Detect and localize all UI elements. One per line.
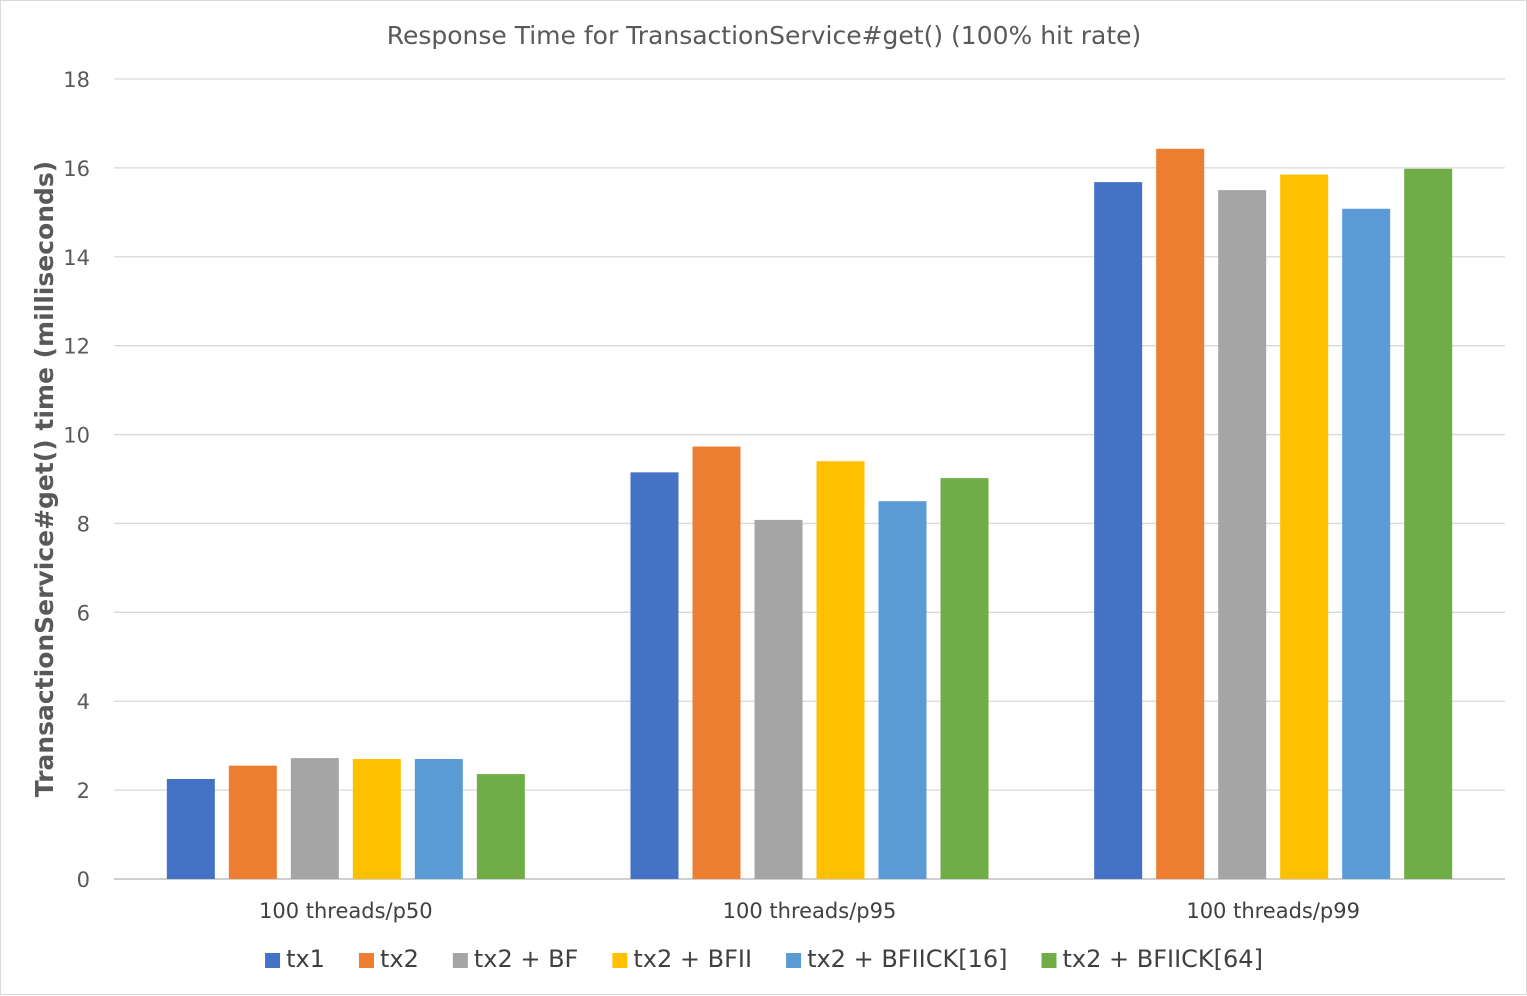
bar [1094, 182, 1143, 880]
legend-item: tx2 + BF [452, 945, 579, 973]
legend-item: tx1 [265, 945, 325, 973]
y-tick-label: 2 [77, 779, 90, 803]
legend-item: tx2 [358, 945, 419, 973]
x-category-label: 100 threads/p99 [1186, 899, 1360, 923]
y-axis-label: TransactionService#get() time (milliseco… [30, 161, 59, 797]
y-tick-label: 10 [63, 424, 90, 448]
bar [290, 758, 339, 879]
x-axis-categories: 100 threads/p50 100 threads/p95 100 thread… [259, 899, 1360, 923]
bar [692, 446, 741, 879]
legend-label: tx1 [286, 945, 325, 973]
bar [1280, 174, 1329, 880]
bar [476, 774, 525, 879]
legend-item: tx2 + BFIICK[16] [786, 945, 1008, 973]
x-category-label: 100 threads/p95 [723, 899, 897, 923]
bar [414, 759, 463, 879]
bar [1342, 208, 1391, 879]
bar [940, 478, 989, 879]
gridlines [114, 78, 1505, 880]
x-category-label: 100 threads/p50 [259, 899, 433, 923]
y-tick-label: 14 [63, 246, 90, 270]
legend: tx1 tx2 tx2 + BF tx2 + BFII tx2 + BFIICK[16]… [265, 945, 1263, 973]
y-tick-label: 16 [63, 157, 90, 181]
y-tick-label: 8 [77, 512, 90, 536]
bar [166, 779, 215, 879]
legend-swatch [1041, 953, 1057, 968]
legend-swatch [358, 953, 374, 968]
y-tick-label: 4 [77, 690, 90, 714]
bar [1218, 190, 1267, 880]
legend-label: tx2 + BFII [633, 945, 752, 973]
chart-title: Response Time for TransactionService#get… [387, 21, 1142, 50]
bar [754, 519, 803, 879]
legend-swatch [265, 953, 281, 968]
bar [630, 472, 679, 879]
bars [166, 148, 1453, 880]
legend-label: tx2 + BF [474, 945, 579, 973]
bar [816, 461, 865, 879]
y-tick-label: 12 [63, 335, 90, 359]
bar [1404, 168, 1453, 879]
bar [228, 765, 277, 879]
y-tick-label: 18 [63, 68, 90, 92]
legend-swatch [786, 953, 802, 968]
y-tick-label: 0 [77, 868, 90, 892]
legend-item: tx2 + BFIICK[64] [1041, 945, 1263, 973]
legend-label: tx2 + BFIICK[64] [1063, 945, 1263, 973]
y-axis-ticks: 0 2 4 6 8 10 12 14 16 18 [63, 68, 90, 892]
legend-swatch [452, 953, 468, 968]
bar [878, 501, 927, 879]
legend-label: tx2 [380, 945, 419, 973]
legend-item: tx2 + BFII [612, 945, 752, 973]
bar [1156, 148, 1205, 879]
bar [352, 759, 401, 879]
y-tick-label: 6 [77, 601, 90, 625]
legend-swatch [612, 953, 628, 968]
legend-label: tx2 + BFIICK[16] [807, 945, 1007, 973]
